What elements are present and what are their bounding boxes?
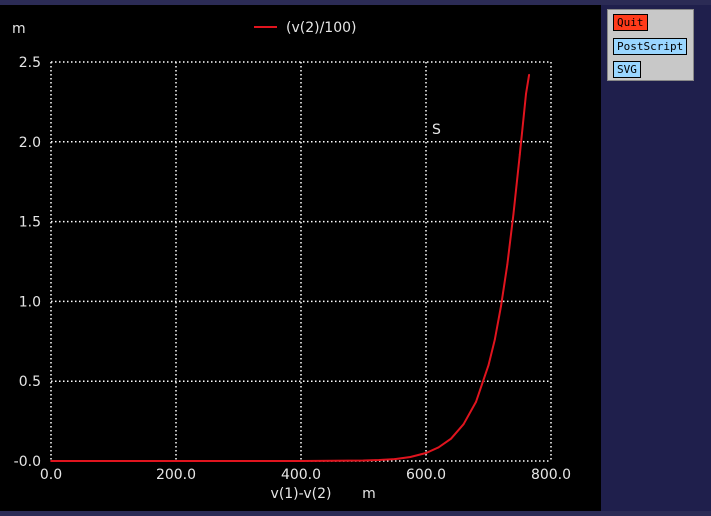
x-tick-label: 0.0	[40, 467, 62, 483]
data-point	[487, 364, 490, 367]
data-point	[518, 153, 521, 156]
data-point	[331, 459, 334, 462]
data-point	[462, 423, 465, 426]
data-point	[475, 401, 477, 403]
data-point	[450, 437, 452, 440]
data-point	[300, 460, 302, 462]
data-point	[50, 460, 52, 462]
legend-label: (v(2)/100)	[286, 20, 356, 36]
data-point	[237, 460, 240, 462]
data-point	[175, 460, 177, 462]
data-point	[528, 73, 531, 76]
y-unit-label: m	[12, 21, 26, 37]
svg-button[interactable]: SVG	[613, 61, 641, 78]
chart: 0.0 200.0 400.0 600.0 800.0 -0.0 0.5 1.0 1.5 2.0 2…	[12, 20, 571, 502]
x-tick-label: 400.0	[281, 467, 321, 483]
data-point	[493, 338, 496, 341]
y-tick-label: 1.0	[19, 294, 41, 310]
data-point	[409, 456, 412, 458]
plot-area: 0.0 200.0 400.0 600.0 800.0 -0.0 0.5 1.0 1.5 2.0 2…	[0, 5, 601, 511]
x-axis-label: v(1)-v(2)	[271, 486, 332, 502]
x-unit-label: m	[362, 486, 376, 502]
data-point	[525, 93, 527, 95]
x-tick-label: 600.0	[406, 467, 446, 483]
y-tick-label: 1.5	[19, 215, 41, 231]
annotation-label: S	[432, 122, 441, 138]
data-point	[393, 458, 396, 460]
data-point	[512, 212, 515, 215]
x-tick-label: 800.0	[531, 467, 571, 483]
data-point	[506, 263, 509, 266]
side-panel	[601, 5, 711, 511]
y-tick-label: 2.0	[19, 135, 41, 151]
data-point	[362, 459, 365, 462]
postscript-button[interactable]: PostScript	[613, 38, 688, 55]
y-tick-label: 2.5	[19, 55, 41, 71]
quit-button[interactable]: Quit	[613, 14, 648, 31]
series-line	[51, 74, 531, 462]
data-point	[425, 452, 427, 454]
y-tick-label: -0.0	[14, 454, 41, 470]
x-tick-label: 200.0	[156, 467, 196, 483]
data-point	[112, 460, 115, 462]
data-point	[437, 446, 440, 449]
data-point	[500, 305, 502, 308]
button-panel: Quit PostScript SVG	[607, 9, 694, 81]
y-tick-label: 0.5	[19, 374, 41, 390]
data-point	[378, 459, 381, 461]
